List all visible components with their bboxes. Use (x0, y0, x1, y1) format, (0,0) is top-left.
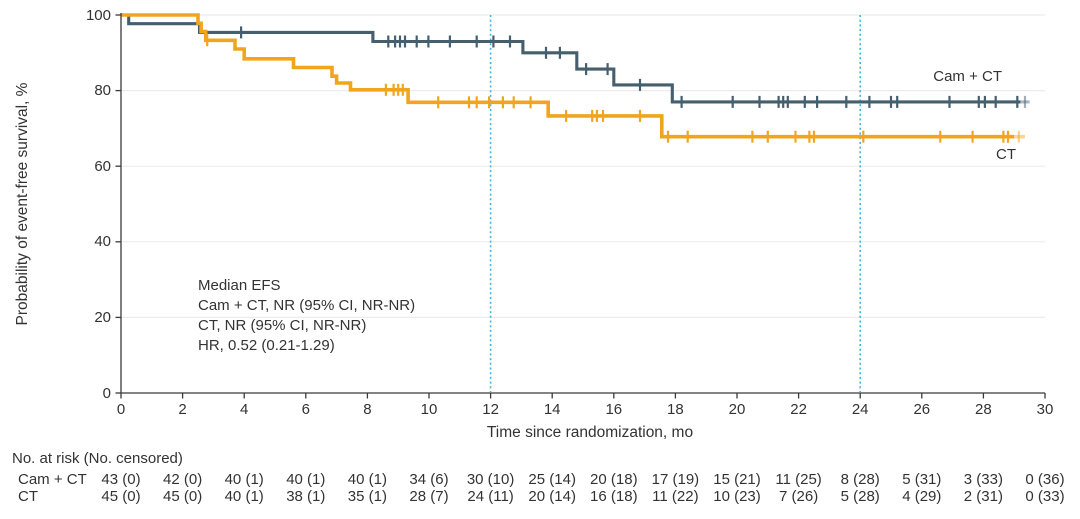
risk-cell: 5 (28) (840, 487, 880, 505)
risk-cell: 20 (18) (590, 470, 638, 488)
risk-cell: 24 (11) (467, 487, 514, 505)
annotation-line-cam-ct: Cam + CT, NR (95% CI, NR-NR) (198, 297, 416, 314)
risk-cell: 0 (33) (1025, 487, 1065, 505)
risk-cell: 0 (36) (1025, 470, 1065, 488)
y-tick-label-40: 40 (94, 233, 111, 251)
series-label-ct: CT (996, 146, 1016, 163)
median-efs-annotation: Median EFS Cam + CT, NR (95% CI, NR-NR) … (198, 276, 415, 356)
x-axis-title: Time since randomization, mo (486, 424, 694, 441)
x-tick-label-4: 4 (240, 401, 249, 418)
risk-cell: 17 (19) (651, 470, 700, 488)
y-tick-label-0: 0 (102, 384, 111, 402)
risk-cell: 25 (14) (528, 470, 576, 488)
risk-cell: 40 (1) (224, 487, 264, 505)
risk-cell: 2 (31) (963, 487, 1003, 505)
y-axis-title: Probability of event-free survival, % (14, 82, 31, 326)
risk-cell: 40 (1) (286, 470, 326, 488)
x-tick-label-6: 6 (301, 401, 310, 418)
risk-cell: 7 (26) (779, 487, 819, 505)
risk-cell: 40 (1) (347, 470, 387, 488)
risk-cell: 20 (14) (528, 487, 576, 505)
risk-row-label-ct: CT (18, 487, 38, 505)
risk-cell: 11 (22) (652, 487, 699, 505)
risk-cell: 28 (7) (409, 487, 449, 505)
risk-cell: 11 (25) (775, 470, 822, 488)
risk-cell: 5 (31) (902, 470, 942, 488)
risk-cell: 35 (1) (347, 487, 387, 505)
x-tick-label-18: 18 (667, 401, 684, 418)
x-tick-label-14: 14 (543, 401, 561, 418)
x-tick-label-2: 2 (178, 401, 187, 418)
risk-cell: 40 (1) (224, 470, 264, 488)
risk-cell: 4 (29) (902, 487, 942, 505)
risk-cell: 45 (0) (163, 487, 203, 505)
risk-cell: 10 (23) (713, 487, 761, 505)
x-tick-label-12: 12 (482, 401, 499, 418)
x-tick-label-16: 16 (605, 401, 623, 418)
x-tick-label-24: 24 (851, 401, 869, 418)
y-tick-label-20: 20 (94, 308, 111, 326)
x-tick-label-22: 22 (790, 401, 807, 418)
km-curve-ct (121, 13, 1015, 139)
annotation-line-ct: CT, NR (95% CI, NR-NR) (198, 317, 367, 334)
risk-cell: 16 (18) (590, 487, 638, 505)
risk-cell: 42 (0) (163, 470, 203, 488)
risk-cell: 34 (6) (409, 470, 449, 488)
risk-cell: 30 (10) (466, 470, 515, 488)
risk-cell: 15 (21) (713, 470, 761, 488)
risk-table-header: No. at risk (No. censored) (12, 450, 183, 467)
annotation-line-median-efs: Median EFS (198, 277, 281, 294)
y-tick-label-80: 80 (94, 82, 111, 100)
risk-row-label-cam-ct: Cam + CT (18, 470, 87, 488)
series-label-cam-ct: Cam + CT (933, 68, 1002, 85)
y-tick-label-100: 100 (85, 6, 111, 24)
risk-cell: 8 (28) (840, 470, 880, 488)
x-tick-label-30: 30 (1036, 401, 1054, 418)
risk-cell: 45 (0) (101, 487, 141, 505)
x-tick-label-28: 28 (975, 401, 992, 418)
x-tick-label-26: 26 (913, 401, 931, 418)
y-tick-label-60: 60 (94, 157, 111, 175)
x-tick-label-10: 10 (420, 401, 438, 418)
annotation-line-hr: HR, 0.52 (0.21-1.29) (198, 337, 335, 354)
risk-cell: 43 (0) (101, 470, 141, 488)
km-curve-cam-ct (121, 13, 1021, 104)
risk-cell: 3 (33) (963, 470, 1003, 488)
x-tick-label-20: 20 (728, 401, 746, 418)
x-tick-label-0: 0 (116, 401, 126, 418)
x-tick-label-8: 8 (363, 401, 372, 418)
risk-cell: 38 (1) (286, 487, 326, 505)
